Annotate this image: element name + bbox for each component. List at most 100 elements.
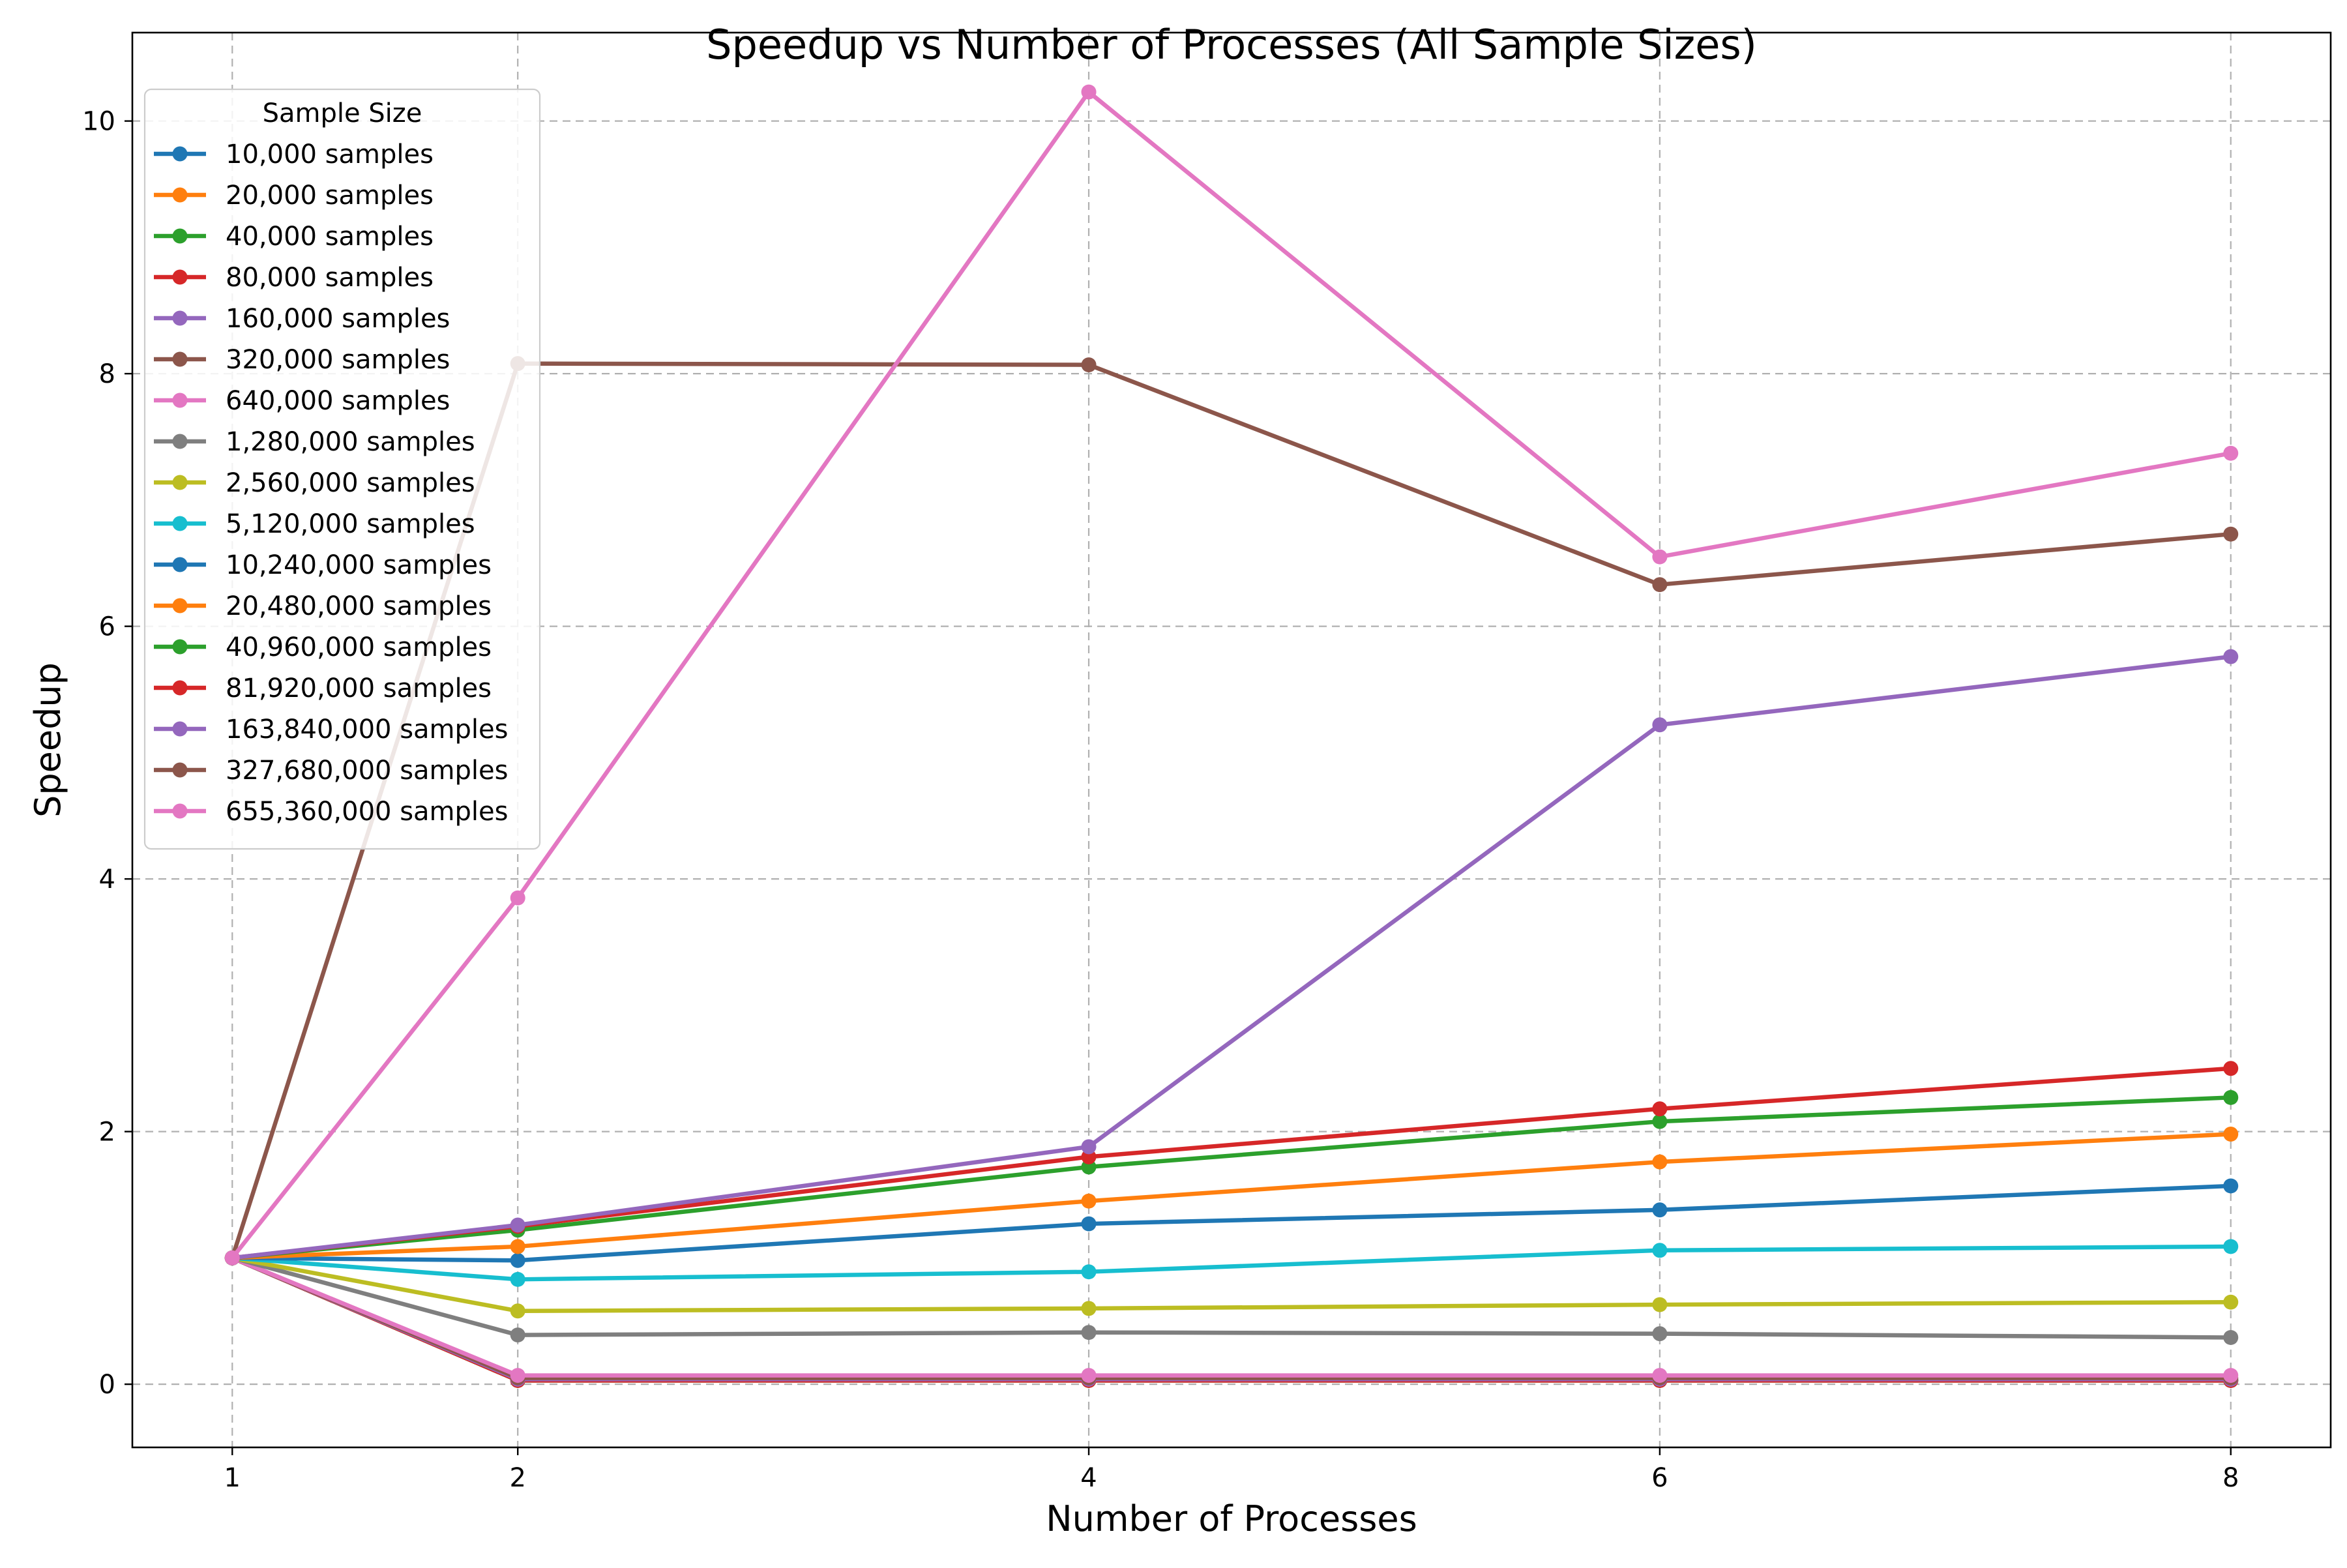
legend-item: 40,000 samples [154, 222, 434, 252]
legend-label: 655,360,000 samples [226, 797, 508, 827]
data-point [510, 1303, 525, 1319]
data-point [2223, 1329, 2239, 1345]
legend-item: 40,960,000 samples [154, 632, 492, 662]
legend-marker [172, 187, 188, 203]
data-point [2223, 1368, 2239, 1383]
y-tick-label: 10 [82, 107, 115, 137]
legend-marker [172, 475, 188, 490]
x-tick-label: 8 [2222, 1463, 2239, 1493]
legend-label: 10,000 samples [226, 140, 434, 170]
legend-marker [172, 557, 188, 572]
legend-items: 10,000 samples 20,000 samples 40,000 sampl… [154, 140, 508, 827]
series-8 [224, 1250, 2239, 1345]
data-point [1652, 577, 1668, 593]
legend-label: 81,920,000 samples [226, 673, 492, 703]
legend-label: 320,000 samples [226, 345, 450, 375]
data-point [1081, 1325, 1097, 1340]
data-point [1652, 1154, 1668, 1170]
legend-item: 10,000 samples [154, 140, 434, 170]
data-point [1081, 1368, 1097, 1383]
legend-label: 1,280,000 samples [226, 427, 475, 457]
x-tick-label: 6 [1651, 1463, 1668, 1493]
legend-marker [172, 269, 188, 285]
y-tick-label: 6 [99, 612, 115, 642]
legend-item: 5,120,000 samples [154, 509, 475, 539]
legend-label: 10,240,000 samples [226, 550, 492, 580]
data-point [2223, 1178, 2239, 1194]
axis-ticks: 1 2 4 6 8 0 2 4 6 8 10 [82, 107, 2239, 1493]
legend-marker [172, 516, 188, 531]
data-point [2223, 1061, 2239, 1076]
data-point [2223, 649, 2239, 664]
data-point [1081, 84, 1097, 100]
legend-marker [172, 434, 188, 449]
data-point [510, 1239, 525, 1254]
legend-item: 1,280,000 samples [154, 427, 475, 457]
data-point [1652, 1101, 1668, 1117]
data-point [1652, 1368, 1668, 1383]
x-tick-label: 4 [1080, 1463, 1097, 1493]
chart-title: Speedup vs Number of Processes (All Samp… [706, 21, 1757, 68]
x-tick-label: 2 [509, 1463, 525, 1493]
y-tick-label: 4 [99, 865, 115, 895]
data-point [2223, 526, 2239, 542]
data-point [1081, 1216, 1097, 1232]
legend-marker [172, 392, 188, 408]
data-point [1081, 1264, 1097, 1280]
legend-label: 40,000 samples [226, 222, 434, 252]
data-point [510, 890, 525, 906]
data-point [510, 1368, 525, 1383]
y-tick-label: 0 [99, 1370, 115, 1400]
plot-frame [131, 31, 2332, 1449]
data-point [510, 1217, 525, 1233]
legend-label: 40,960,000 samples [226, 632, 492, 662]
legend-label: 160,000 samples [226, 304, 450, 334]
data-point [2223, 1127, 2239, 1142]
legend-item: 2,560,000 samples [154, 468, 475, 498]
data-point [510, 1252, 525, 1268]
legend-label: 80,000 samples [226, 263, 434, 293]
legend-item: 640,000 samples [154, 386, 450, 416]
data-point [1652, 549, 1668, 565]
legend-marker [172, 680, 188, 696]
data-point [1081, 1139, 1097, 1155]
legend-box [143, 88, 541, 850]
x-axis-label: Number of Processes [1046, 1498, 1417, 1539]
data-point [1652, 1202, 1668, 1218]
data-point [510, 1327, 525, 1343]
legend-marker [172, 639, 188, 655]
legend-item: 163,840,000 samples [154, 715, 508, 745]
legend-marker [172, 762, 188, 778]
data-point [1652, 1326, 1668, 1342]
data-point [2223, 445, 2239, 461]
legend-marker [172, 228, 188, 244]
data-point [2223, 1089, 2239, 1105]
legend-marker [172, 803, 188, 819]
data-point [1081, 357, 1097, 373]
legend-label: 327,680,000 samples [226, 756, 508, 786]
legend-item: 81,920,000 samples [154, 673, 492, 703]
data-point [510, 1271, 525, 1287]
series-17 [224, 84, 2239, 1265]
y-tick-label: 2 [99, 1117, 115, 1147]
data-point [1652, 1243, 1668, 1258]
data-point [2223, 1294, 2239, 1310]
data-point [2223, 1239, 2239, 1254]
legend-marker [172, 146, 188, 162]
legend-label: 5,120,000 samples [226, 509, 475, 539]
legend-item: 327,680,000 samples [154, 756, 508, 786]
data-point [1652, 1114, 1668, 1129]
data-point [1652, 1297, 1668, 1312]
data-point [1081, 1301, 1097, 1316]
y-tick-label: 8 [99, 359, 115, 389]
data-point [1652, 717, 1668, 733]
legend-item: 655,360,000 samples [154, 797, 508, 827]
legend-item: 80,000 samples [154, 263, 434, 293]
legend-item: 20,000 samples [154, 181, 434, 211]
legend-item: 10,240,000 samples [154, 550, 492, 580]
legend-item: 160,000 samples [154, 304, 450, 334]
legend-marker [172, 721, 188, 737]
legend-item: 20,480,000 samples [154, 591, 492, 621]
